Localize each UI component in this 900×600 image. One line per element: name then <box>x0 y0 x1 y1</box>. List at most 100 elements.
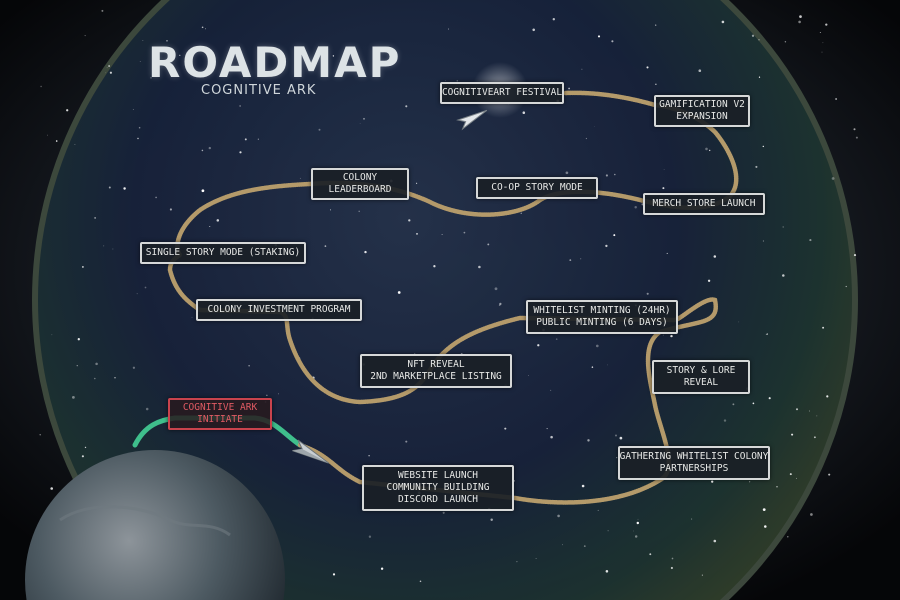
star <box>555 338 558 340</box>
star <box>137 137 139 140</box>
star <box>332 573 336 576</box>
milestone-line: WEBSITE LAUNCH <box>397 470 479 481</box>
milestone-line: 2ND MARKETPLACE LISTING <box>370 371 502 382</box>
star <box>433 265 436 268</box>
star <box>776 486 778 488</box>
star <box>585 137 588 140</box>
star <box>445 80 446 82</box>
star <box>663 169 665 171</box>
star <box>568 87 570 90</box>
planet <box>25 450 285 600</box>
star <box>266 394 268 396</box>
star <box>55 140 58 142</box>
star <box>782 274 785 277</box>
star <box>826 395 829 398</box>
star <box>537 344 540 347</box>
star <box>561 544 563 546</box>
star <box>765 333 767 335</box>
star <box>81 265 84 268</box>
star <box>166 39 168 42</box>
star <box>569 259 572 261</box>
milestone-line: STORY & LORE <box>666 365 736 376</box>
star <box>810 513 813 516</box>
star <box>662 187 665 190</box>
star <box>397 291 401 294</box>
star <box>108 65 110 67</box>
star <box>795 477 797 479</box>
star <box>123 187 126 190</box>
milestone-line: LEADERBOARD <box>328 184 392 195</box>
star <box>239 105 241 107</box>
star <box>649 553 652 556</box>
star <box>416 182 418 184</box>
star <box>239 151 242 154</box>
milestone-line: MERCH STORE LAUNCH <box>652 198 756 209</box>
star <box>132 366 136 369</box>
milestone-line: WHITELIST MINTING (24HR) <box>533 305 671 316</box>
star <box>72 396 75 399</box>
star <box>442 511 445 514</box>
milestone-line: REVEAL <box>683 377 719 388</box>
star <box>634 535 638 538</box>
star <box>711 480 714 483</box>
star <box>380 567 384 570</box>
star <box>332 55 335 57</box>
star <box>216 219 220 222</box>
star <box>605 174 608 177</box>
star <box>762 240 764 242</box>
star <box>368 535 372 538</box>
star <box>581 68 583 70</box>
milestone-line: GATHERING WHITELIST COLONY <box>619 451 769 462</box>
star <box>550 435 553 439</box>
star <box>831 177 835 180</box>
star <box>595 344 599 348</box>
milestone-colony-leaderboard: COLONY LEADERBOARD <box>311 168 409 200</box>
star <box>359 123 361 124</box>
page-subtitle: COGNITIVE ARK <box>201 83 317 98</box>
star <box>552 18 555 21</box>
milestone-line: PARTNERSHIPS <box>659 463 729 474</box>
star <box>813 436 816 439</box>
star <box>77 338 80 341</box>
star <box>605 244 608 248</box>
star <box>662 334 664 336</box>
star <box>487 243 490 246</box>
star <box>597 509 599 511</box>
star <box>179 54 181 56</box>
star <box>136 293 138 295</box>
star <box>816 415 818 417</box>
star <box>723 419 727 422</box>
star <box>611 40 614 43</box>
star <box>205 28 206 30</box>
star <box>201 26 204 29</box>
star <box>94 377 96 380</box>
star <box>580 258 582 260</box>
star <box>855 136 858 139</box>
star <box>368 455 370 457</box>
milestone-minting: WHITELIST MINTING (24HR) PUBLIC MINTING … <box>526 300 678 334</box>
milestone-line: COLONY INVESTMENT PROGRAM <box>207 304 351 315</box>
milestone-colony-investment: COLONY INVESTMENT PROGRAM <box>196 299 362 321</box>
star <box>169 208 172 211</box>
star <box>535 557 537 560</box>
star <box>299 177 301 179</box>
star <box>636 521 640 525</box>
star <box>419 580 422 583</box>
page-title: ROADMAP <box>148 38 402 87</box>
star <box>670 334 673 338</box>
star <box>789 473 792 476</box>
milestone-line: DISCORD LAUNCH <box>397 494 479 505</box>
milestone-line: COGNITIVE ARK <box>182 402 258 413</box>
star <box>666 252 668 254</box>
star <box>698 69 702 73</box>
star <box>106 67 108 69</box>
star <box>363 117 365 120</box>
star <box>607 530 609 532</box>
star <box>591 366 594 368</box>
star <box>614 173 616 176</box>
star <box>66 109 69 112</box>
star <box>853 128 856 131</box>
star <box>822 326 825 329</box>
star <box>405 105 408 108</box>
star <box>762 145 765 148</box>
